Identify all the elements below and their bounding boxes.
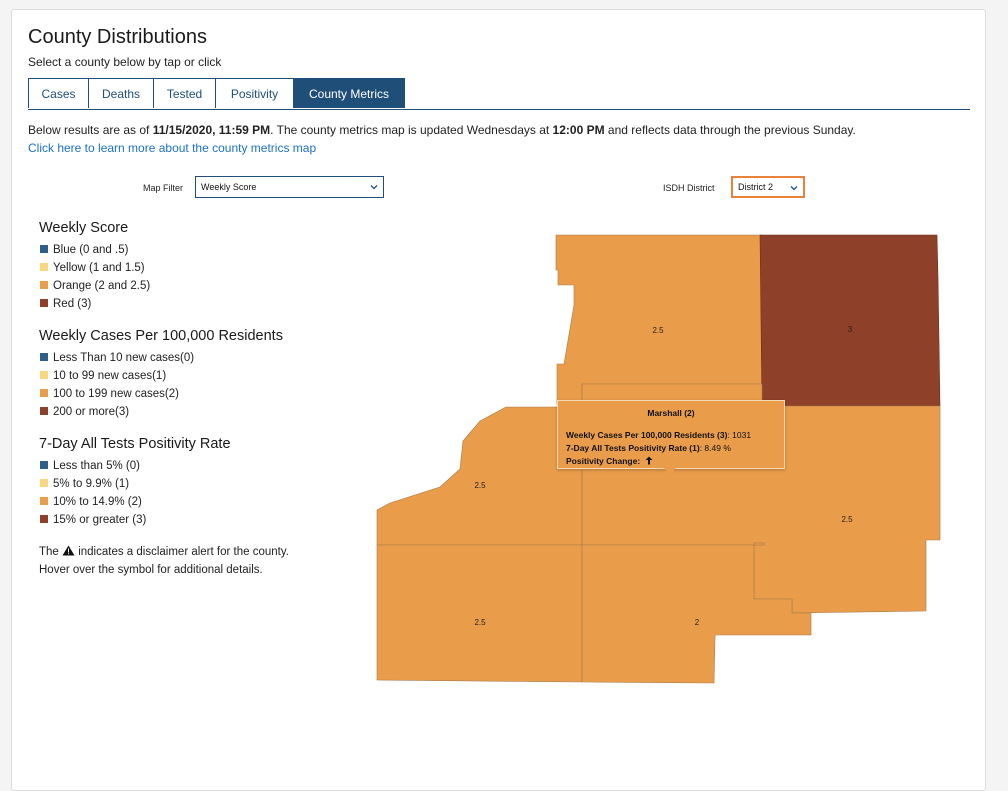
legend-item: Blue (0 and .5) — [40, 244, 128, 256]
district-value: District 2 — [738, 182, 774, 192]
map-filter-select[interactable]: Weekly Score — [195, 176, 384, 198]
tooltip-positivity-row: 7-Day All Tests Positivity Rate (1): 8.4… — [566, 443, 731, 453]
map-filter-label: Map Filter — [143, 183, 184, 193]
blue-swatch — [40, 245, 48, 253]
county-shape[interactable] — [759, 234, 941, 407]
info-prefix: Below results are as of — [28, 123, 153, 137]
info-suffix: and reflects data through the previous S… — [604, 123, 856, 137]
county-shape[interactable] — [376, 544, 583, 683]
legend-item: 15% or greater (3) — [40, 514, 146, 526]
tooltip-cases-label: Weekly Cases Per 100,000 Residents (3) — [566, 430, 728, 440]
disclaimer-text: The indicates a disclaimer alert for the… — [39, 543, 309, 579]
red-swatch — [40, 515, 48, 523]
county-tooltip: Marshall (2) Weekly Cases Per 100,000 Re… — [557, 400, 785, 475]
legend-item: 5% to 9.9% (1) — [40, 478, 129, 490]
legend-item: Less Than 10 new cases(0) — [40, 352, 194, 364]
yellow-swatch — [40, 371, 48, 379]
chevron-down-icon — [790, 186, 798, 191]
legend-item: Orange (2 and 2.5) — [40, 280, 150, 292]
legend-item-label: 10 to 99 new cases(1) — [53, 370, 167, 382]
red-swatch — [40, 407, 48, 415]
legend-item: Red (3) — [40, 298, 91, 310]
orange-swatch — [40, 497, 48, 505]
county-score-label: 2.5 — [474, 481, 486, 490]
legend-item-label: Blue (0 and .5) — [53, 244, 129, 256]
yellow-swatch — [40, 263, 48, 271]
tooltip-county-name: Marshall (2) — [647, 408, 695, 418]
tab-tested[interactable]: Tested — [153, 78, 216, 108]
tab-county-metrics[interactable]: County Metrics — [293, 78, 405, 108]
legend-weekly-cases-heading: Weekly Cases Per 100,000 Residents — [39, 328, 283, 344]
legend-positivity-heading: 7-Day All Tests Positivity Rate — [39, 436, 231, 452]
legend-item: 100 to 199 new cases(2) — [40, 388, 179, 400]
legend-item: 10 to 99 new cases(1) — [40, 370, 166, 382]
page-title: County Distributions — [28, 26, 207, 48]
legend-item-label: Orange (2 and 2.5) — [53, 280, 151, 292]
tab-deaths[interactable]: Deaths — [88, 78, 154, 108]
chevron-down-icon — [370, 185, 378, 190]
page-subtitle: Select a county below by tap or click — [28, 55, 222, 69]
county-distributions-card: County Distributions Select a county bel… — [11, 9, 986, 791]
tooltip-cases-row: Weekly Cases Per 100,000 Residents (3): … — [566, 430, 751, 440]
disclaimer-before: The — [39, 546, 63, 558]
tooltip-positivity-label: 7-Day All Tests Positivity Rate (1) — [566, 443, 700, 453]
legend-item: 10% to 14.9% (2) — [40, 496, 142, 508]
blue-swatch — [40, 353, 48, 361]
legend-item: Less than 5% (0) — [40, 460, 140, 472]
warning-triangle-icon — [62, 545, 75, 556]
legend-item-label: 10% to 14.9% (2) — [53, 496, 142, 508]
county-score-label: 2.5 — [841, 515, 853, 524]
tooltip-pointer — [664, 468, 676, 475]
county-shape[interactable] — [555, 234, 763, 404]
legend-item-label: Yellow (1 and 1.5) — [53, 262, 145, 274]
blue-swatch — [40, 461, 48, 469]
red-swatch — [40, 299, 48, 307]
orange-swatch — [40, 389, 48, 397]
legend-item-label: Red (3) — [53, 298, 92, 310]
tab-cases[interactable]: Cases — [28, 78, 89, 108]
legend-item: 200 or more(3) — [40, 406, 129, 418]
tab-positivity[interactable]: Positivity — [215, 78, 294, 108]
legend-item-label: Less Than 10 new cases(0) — [53, 352, 195, 364]
legend-weekly-score-heading: Weekly Score — [39, 220, 129, 236]
results-info: Below results are as of 11/15/2020, 11:5… — [28, 123, 856, 137]
info-middle: . The county metrics map is updated Wedn… — [270, 123, 553, 137]
disclaimer-after: indicates a disclaimer alert for the cou… — [39, 546, 289, 576]
tooltip-positivity-value: : 8.49 % — [699, 443, 731, 453]
tab-bar: Cases Deaths Tested Positivity County Me… — [28, 78, 970, 110]
district-select[interactable]: District 2 — [731, 176, 805, 198]
info-update-time: 12:00 PM — [552, 123, 605, 137]
county-score-label: 3 — [848, 325, 853, 334]
county-shape[interactable] — [376, 406, 583, 546]
legend-item-label: 100 to 199 new cases(2) — [53, 388, 179, 400]
info-as-of-date: 11/15/2020, 11:59 PM — [152, 123, 271, 137]
county-score-label: 2.5 — [474, 618, 486, 627]
yellow-swatch — [40, 479, 48, 487]
tooltip-change-label: Positivity Change: — [566, 456, 641, 466]
county-map: 2.5 3 2.5 2.5 2.5 2 — [376, 234, 941, 684]
legend-item-label: 15% or greater (3) — [53, 514, 147, 526]
arrow-up-icon — [645, 456, 653, 465]
map-filter-value: Weekly Score — [201, 182, 257, 192]
county-score-label: 2 — [695, 618, 700, 627]
county-shape[interactable] — [581, 542, 812, 684]
legend-item-label: 5% to 9.9% (1) — [53, 478, 130, 490]
tooltip-cases-value: : 1031 — [727, 430, 752, 440]
learn-more-link[interactable]: Click here to learn more about the count… — [28, 141, 317, 155]
district-label: ISDH District — [663, 183, 715, 193]
county-score-label: 2.5 — [652, 326, 664, 335]
legend-item-label: 200 or more(3) — [53, 406, 130, 418]
legend-item: Yellow (1 and 1.5) — [40, 262, 145, 274]
orange-swatch — [40, 281, 48, 289]
legend-item-label: Less than 5% (0) — [53, 460, 140, 472]
tooltip-change-row: Positivity Change: — [566, 456, 653, 466]
